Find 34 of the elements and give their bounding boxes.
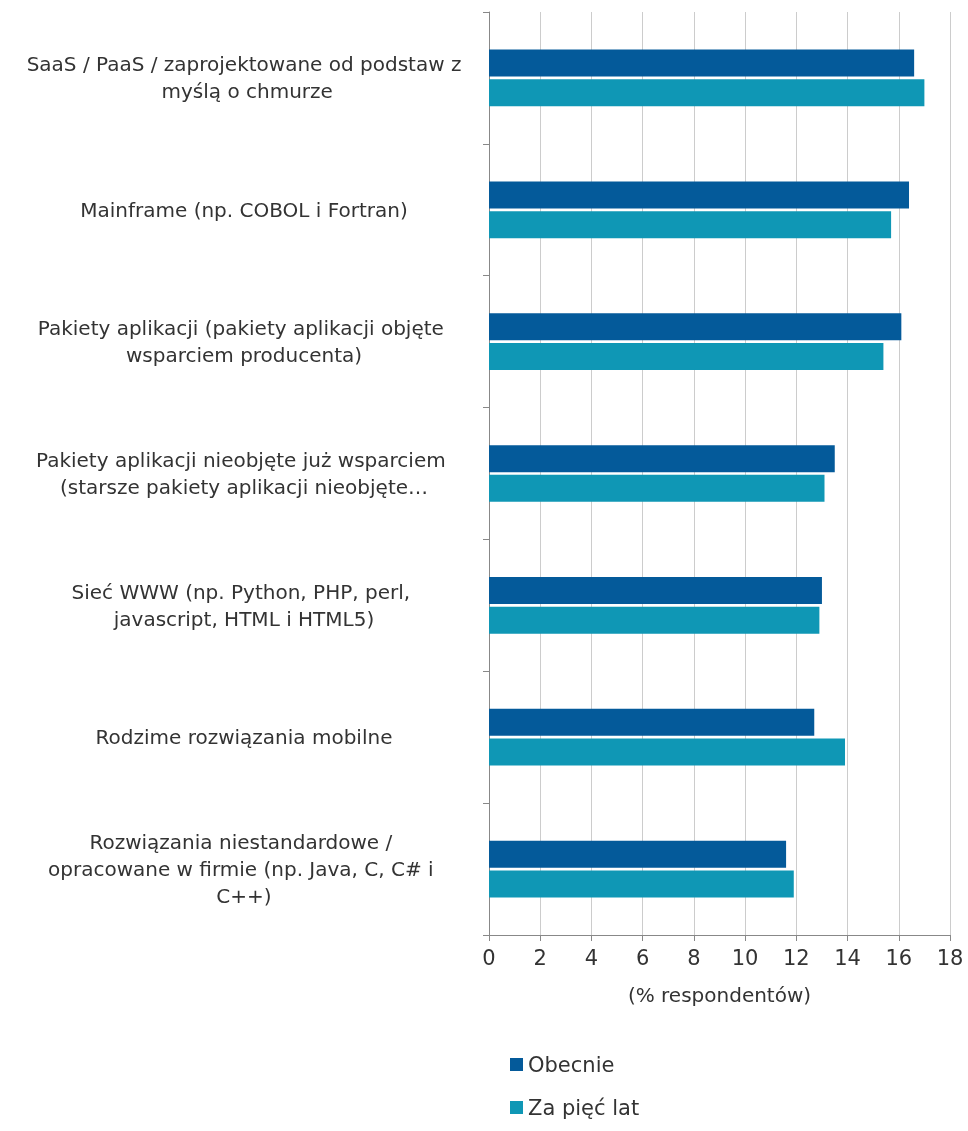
bar bbox=[489, 211, 892, 239]
y-tick-label: Sieć WWW (np. Python, PHP, perl, javascript, HTML i HTML5) bbox=[71, 579, 417, 631]
x-tick-label: 12 bbox=[782, 945, 810, 970]
bar bbox=[489, 49, 915, 77]
bar bbox=[489, 840, 787, 868]
x-tick-label: 18 bbox=[936, 945, 964, 970]
y-tick-label: SaaS / PaaS / zaprojektowane od podstaw z myślą o chmurze bbox=[26, 52, 462, 104]
y-tick-label: Mainframe (np. COBOL i Fortran) bbox=[80, 197, 408, 222]
x-tick-label: 4 bbox=[584, 945, 599, 970]
legend-label: Obecnie bbox=[528, 1052, 615, 1077]
x-tick-label: 16 bbox=[885, 945, 913, 970]
y-tick-label: Rodzime rozwiązania mobilne bbox=[95, 725, 393, 750]
bar bbox=[489, 79, 925, 107]
bar bbox=[489, 474, 825, 502]
y-tick-label: Rozwiązania niestandardowe / opracowane w firmie (np. Java, C, C# i C++) bbox=[47, 830, 441, 909]
bar bbox=[489, 181, 910, 209]
legend-label: Za pięć lat bbox=[528, 1095, 640, 1120]
bar bbox=[489, 708, 815, 736]
x-axis-title: (% respondentów) bbox=[627, 983, 812, 1007]
y-tick-label: Pakiety aplikacji nieobjęte już wsparciem (starsze pakiety aplikacji nieobjęte… bbox=[35, 448, 453, 499]
bar bbox=[489, 313, 902, 341]
bar bbox=[489, 870, 794, 898]
x-tick-label: 6 bbox=[635, 945, 650, 970]
bar bbox=[489, 445, 835, 473]
x-tick-label: 8 bbox=[687, 945, 701, 970]
bar bbox=[489, 738, 845, 766]
x-tick-label: 10 bbox=[731, 945, 759, 970]
x-tick-label: 0 bbox=[482, 945, 496, 970]
x-tick-label: 2 bbox=[533, 945, 547, 970]
bar bbox=[489, 577, 822, 605]
bar bbox=[489, 342, 884, 370]
x-tick-label: 14 bbox=[834, 945, 861, 970]
bar bbox=[489, 606, 820, 634]
y-tick-label: Pakiety aplikacji (pakiety aplikacji objęte wsparciem producenta) bbox=[37, 316, 451, 368]
